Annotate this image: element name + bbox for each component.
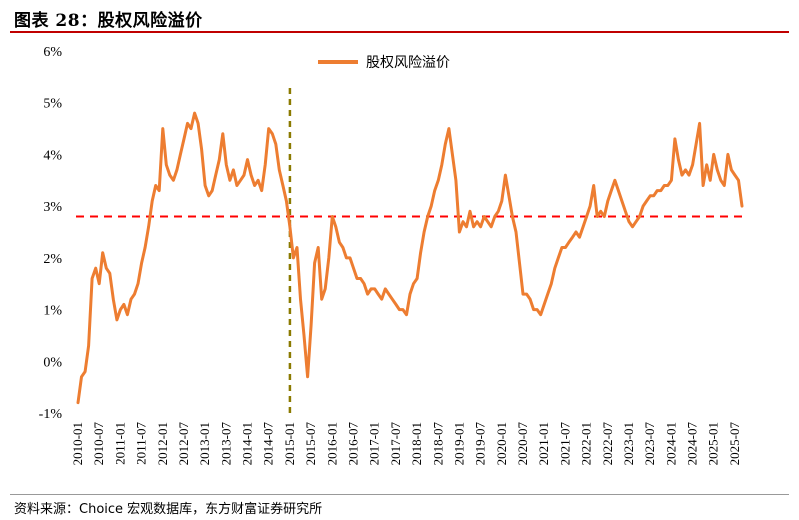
x-tick-label: 2019-07 — [473, 422, 488, 466]
x-tick-label: 2018-07 — [430, 422, 445, 466]
y-tick-label: -1% — [39, 407, 63, 422]
y-tick-label: 1% — [43, 304, 62, 319]
reference-lines — [76, 88, 748, 413]
y-tick-label: 5% — [43, 97, 62, 112]
x-tick-label: 2011-07 — [134, 422, 149, 465]
x-tick-label: 2017-07 — [388, 422, 403, 466]
legend: 股权风险溢价 — [318, 55, 450, 71]
figure-title: 图表 28：股权风险溢价 — [14, 11, 203, 31]
x-tick-label: 2014-07 — [261, 422, 276, 466]
series-layer — [76, 111, 744, 405]
x-tick-label: 2015-01 — [282, 422, 297, 465]
title-divider — [10, 31, 789, 33]
x-tick-label: 2022-01 — [579, 422, 594, 465]
y-tick-label: 6% — [43, 45, 62, 60]
x-tick-label: 2014-01 — [240, 422, 255, 465]
x-tick-label: 2025-01 — [706, 422, 721, 465]
x-tick-label: 2011-01 — [112, 422, 127, 465]
x-tick-label: 2023-01 — [621, 422, 636, 465]
y-tick-label: 4% — [43, 148, 62, 163]
y-tick-label: 3% — [43, 200, 62, 215]
x-tick-label: 2013-01 — [197, 422, 212, 465]
x-tick-label: 2012-01 — [155, 422, 170, 465]
legend-label: 股权风险溢价 — [366, 55, 450, 71]
x-tick-label: 2024-01 — [663, 422, 678, 465]
y-tick-label: 0% — [43, 355, 62, 370]
x-tick-label: 2022-07 — [600, 422, 615, 466]
x-tick-label: 2023-07 — [642, 422, 657, 466]
x-tick-label: 2016-07 — [345, 422, 360, 466]
x-tick-label: 2025-07 — [727, 422, 742, 466]
x-tick-label: 2021-07 — [557, 422, 572, 466]
x-tick-label: 2016-01 — [324, 422, 339, 465]
x-tick-label: 2020-07 — [515, 422, 530, 466]
x-axis: 2010-01 2010-07 2011-01 2011-07 2012-01 2012-… — [70, 422, 742, 466]
x-tick-label: 2021-01 — [536, 422, 551, 465]
x-tick-label: 2018-01 — [409, 422, 424, 465]
y-tick-label: 2% — [43, 252, 62, 267]
y-axis: -1% 0% 1% 2% 3% 4% 5% 6% — [39, 45, 63, 422]
series-line — [76, 111, 744, 405]
source-note: 资料来源：Choice 宏观数据库，东方财富证券研究所 — [14, 502, 323, 517]
x-tick-label: 2019-01 — [451, 422, 466, 465]
x-tick-label: 2024-07 — [685, 422, 700, 466]
x-tick-label: 2012-07 — [176, 422, 191, 466]
source-divider — [10, 494, 789, 495]
x-tick-label: 2015-07 — [303, 422, 318, 466]
x-tick-label: 2020-01 — [494, 422, 509, 465]
x-tick-label: 2013-07 — [218, 422, 233, 466]
x-tick-label: 2010-07 — [91, 422, 106, 466]
x-tick-label: 2010-01 — [70, 422, 85, 465]
x-tick-label: 2017-01 — [367, 422, 382, 465]
